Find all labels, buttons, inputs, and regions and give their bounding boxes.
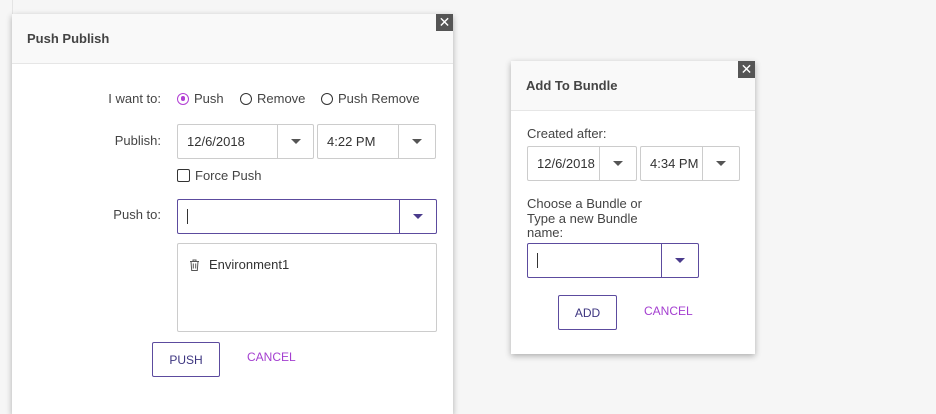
radio-icon — [321, 92, 333, 105]
chevron-down-icon — [613, 161, 623, 166]
checkbox-label: Force Push — [195, 168, 262, 183]
radio-icon — [240, 92, 252, 105]
dialog-title: Push Publish — [27, 31, 110, 46]
created-after-time-picker[interactable]: 4:34 PM — [640, 146, 740, 181]
radio-remove[interactable]: Remove — [240, 91, 305, 106]
date-dropdown-button[interactable] — [277, 125, 313, 158]
created-after-label: Created after: — [527, 126, 607, 141]
cancel-button[interactable]: CANCEL — [247, 350, 296, 364]
label-line: name: — [527, 225, 564, 240]
add-to-bundle-dialog: Add To Bundle ✕ Created after: 12/6/2018… — [511, 61, 755, 354]
text-cursor — [187, 209, 188, 224]
chevron-down-icon — [716, 161, 726, 166]
i-want-to-label: I want to: — [108, 91, 161, 106]
bundle-dropdown-button[interactable] — [661, 244, 698, 277]
add-button[interactable]: ADD — [558, 295, 617, 330]
list-item: Environment1 — [189, 257, 289, 272]
chevron-down-icon — [413, 214, 423, 219]
text-cursor — [537, 253, 538, 268]
radio-push[interactable]: Push — [177, 91, 224, 106]
time-value: 4:22 PM — [327, 134, 376, 149]
time-value: 4:34 PM — [650, 156, 699, 171]
push-to-label: Push to: — [113, 207, 161, 222]
time-dropdown-button[interactable] — [702, 147, 739, 180]
force-push-checkbox[interactable]: Force Push — [177, 168, 261, 183]
environment-list: Environment1 — [177, 243, 437, 332]
environment-name: Environment1 — [209, 257, 290, 272]
radio-label: Push Remove — [338, 91, 420, 106]
bundle-label: Choose a Bundle or Type a new Bundle nam… — [527, 196, 642, 241]
radio-push-remove[interactable]: Push Remove — [321, 91, 420, 106]
date-value: 12/6/2018 — [537, 156, 595, 171]
label-line: Type a new Bundle — [527, 210, 638, 226]
bundle-input[interactable] — [527, 243, 699, 278]
divider — [12, 0, 13, 14]
chevron-down-icon — [675, 258, 685, 263]
close-button[interactable]: ✕ — [436, 14, 453, 31]
close-button[interactable]: ✕ — [738, 61, 755, 78]
label-line: Choose a Bundle or — [527, 196, 642, 211]
dialog-header: Push Publish — [12, 14, 453, 64]
trash-icon[interactable] — [189, 259, 200, 271]
checkbox-icon — [177, 169, 190, 182]
radio-icon — [177, 92, 189, 105]
push-publish-dialog: Push Publish ✕ I want to: Push Remove Pu… — [12, 14, 453, 414]
publish-date-picker[interactable]: 12/6/2018 — [177, 124, 314, 159]
radio-label: Remove — [257, 91, 306, 106]
cancel-button[interactable]: CANCEL — [644, 304, 693, 318]
time-dropdown-button[interactable] — [398, 125, 435, 158]
created-after-date-picker[interactable]: 12/6/2018 — [527, 146, 637, 181]
chevron-down-icon — [290, 139, 301, 144]
dialog-title: Add To Bundle — [526, 78, 618, 93]
push-button[interactable]: PUSH — [152, 342, 220, 377]
date-value: 12/6/2018 — [187, 134, 245, 149]
publish-label: Publish: — [114, 133, 161, 148]
chevron-down-icon — [412, 139, 422, 144]
push-to-dropdown-button[interactable] — [399, 200, 436, 233]
radio-label: Push — [194, 91, 224, 106]
dialog-header: Add To Bundle — [511, 61, 755, 111]
date-dropdown-button[interactable] — [599, 147, 636, 180]
push-to-input[interactable] — [177, 199, 437, 234]
publish-time-picker[interactable]: 4:22 PM — [317, 124, 436, 159]
